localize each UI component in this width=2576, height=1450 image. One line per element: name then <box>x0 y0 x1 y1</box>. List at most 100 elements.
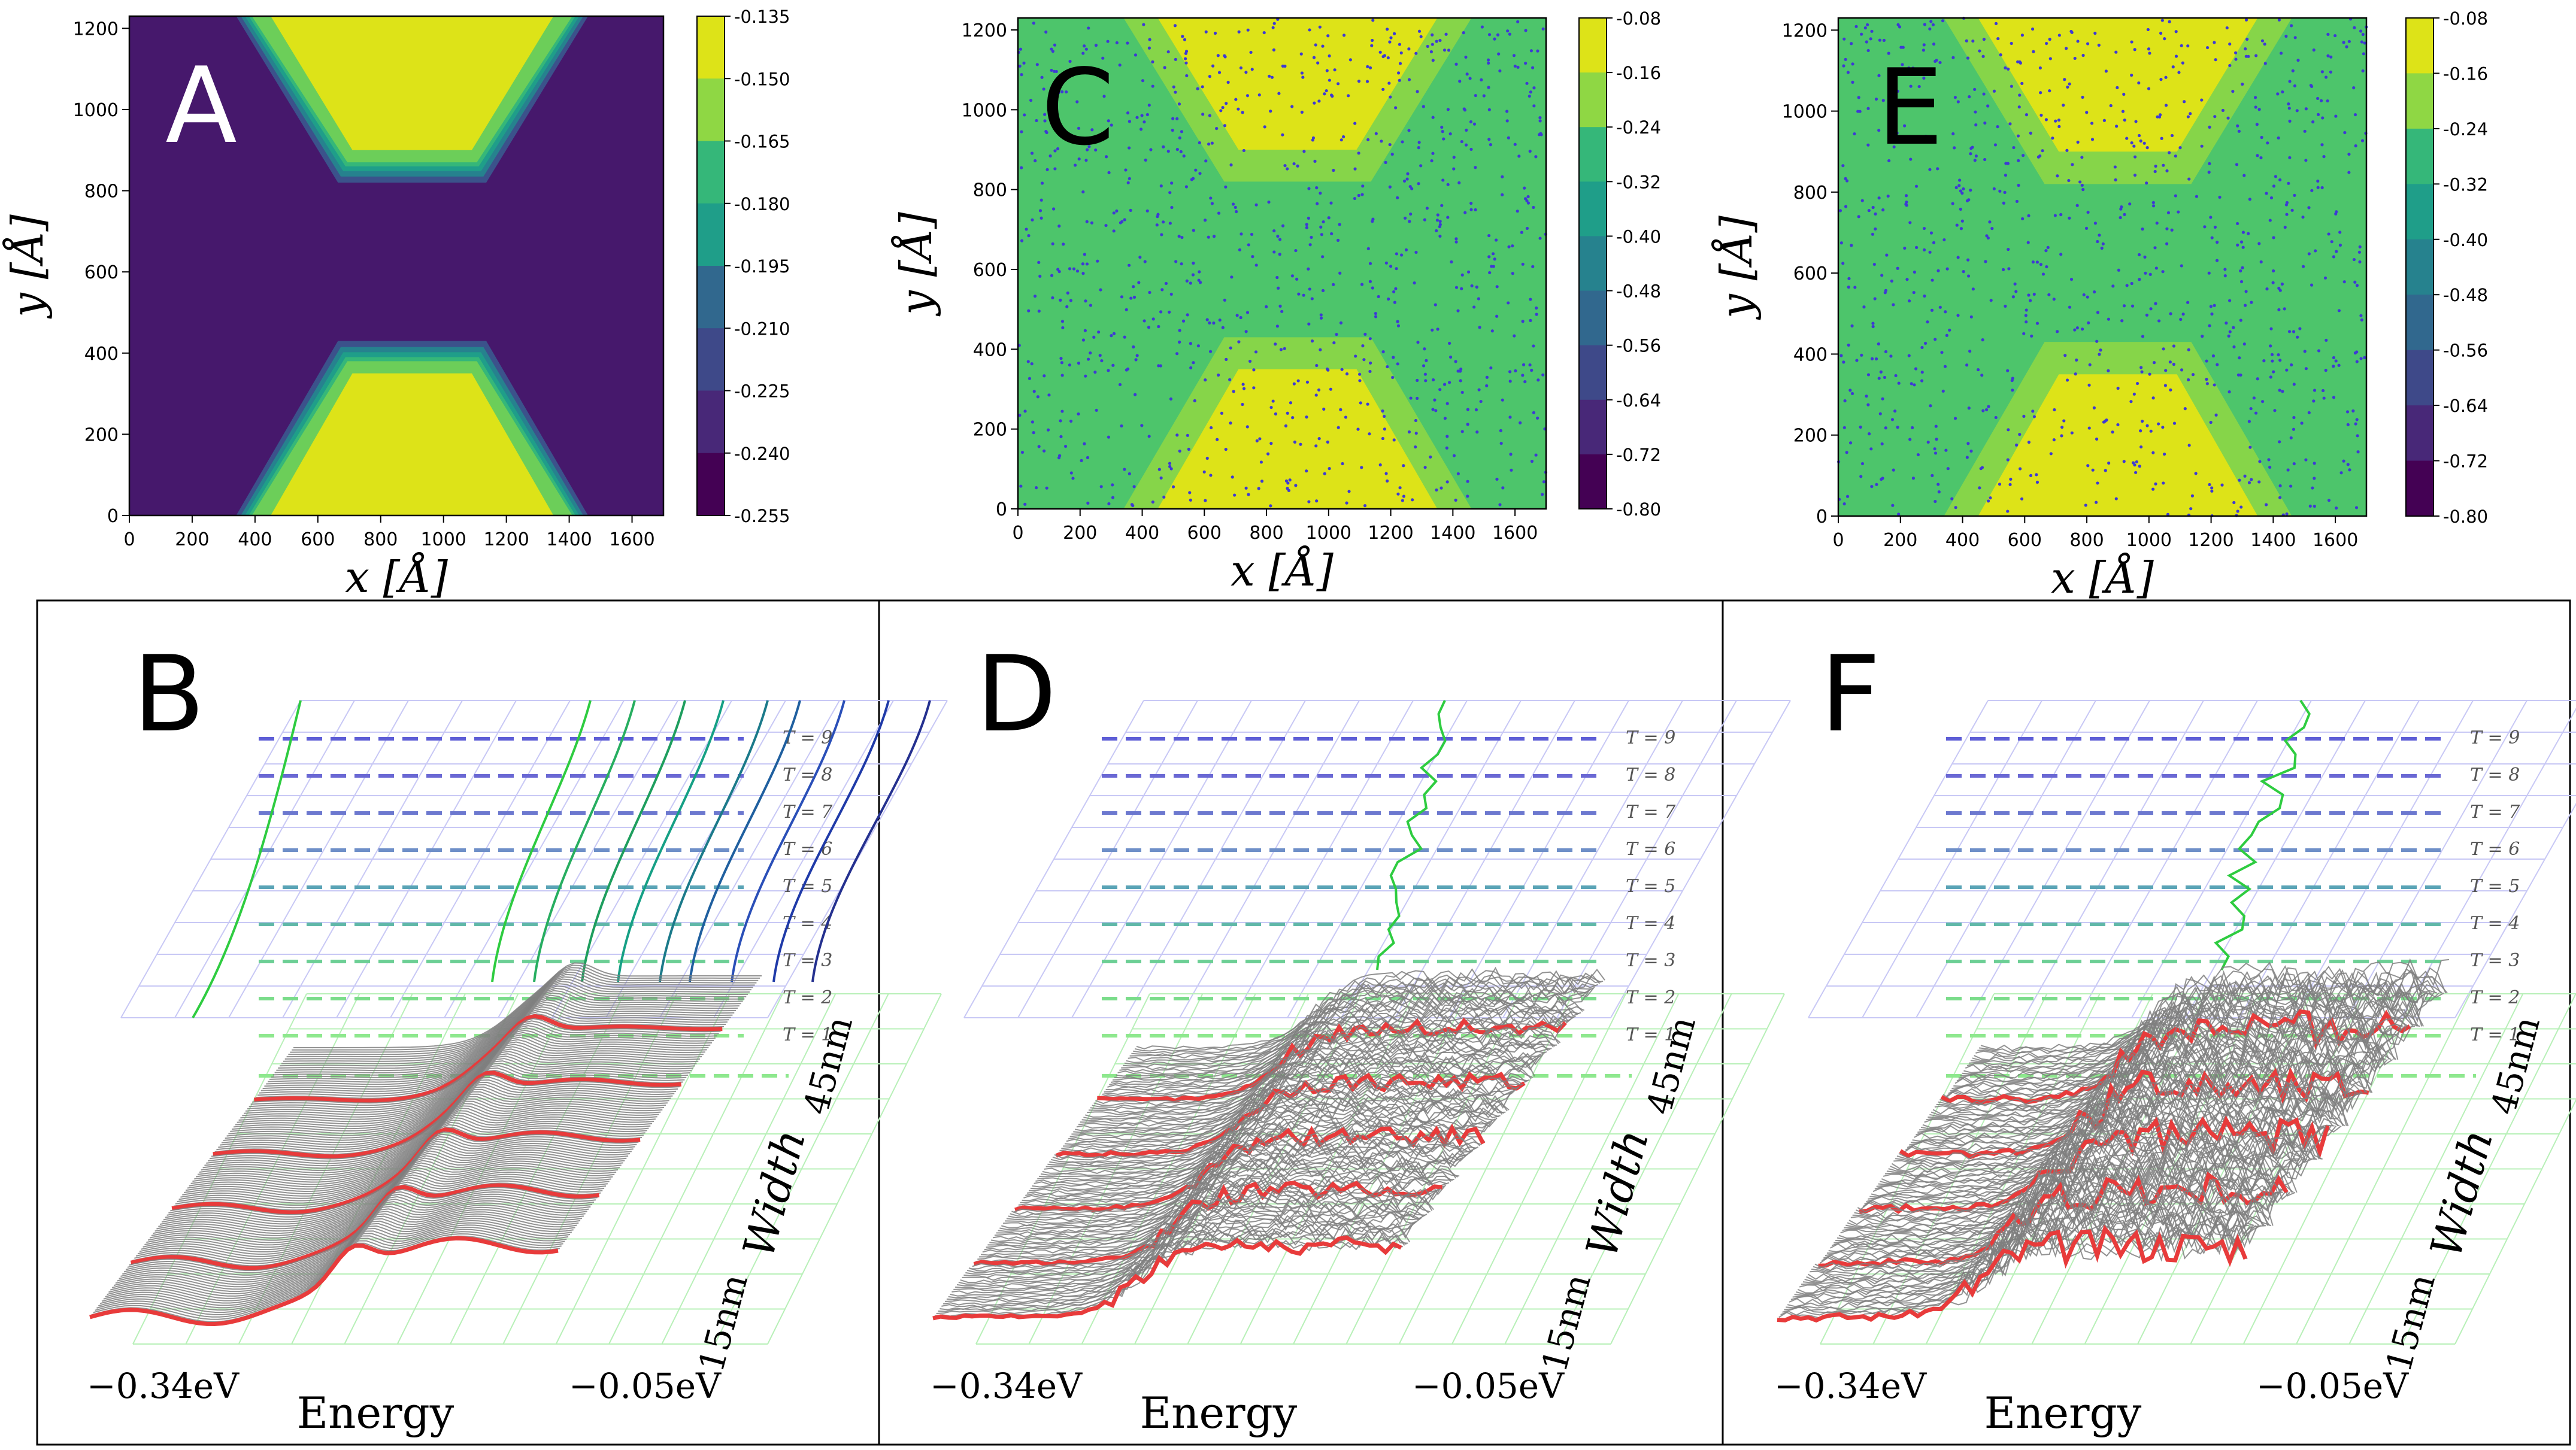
impurity-dot <box>1128 472 1131 475</box>
impurity-dot <box>1283 163 1287 168</box>
impurity-dot <box>2132 144 2136 148</box>
impurity-dot <box>2290 208 2294 212</box>
impurity-dot <box>2296 335 2299 339</box>
impurity-dot <box>1198 141 1201 145</box>
impurity-dot <box>1307 322 1311 326</box>
impurity-dot <box>1877 377 1881 380</box>
impurity-dot <box>1929 231 1933 235</box>
waterfall-curve <box>1866 1112 2335 1203</box>
x-tick-label: 1200 <box>1368 523 1413 544</box>
impurity-dot <box>1951 56 1955 59</box>
impurity-dot <box>2257 108 2261 111</box>
impurity-dot <box>1045 168 1049 171</box>
impurity-dot <box>1059 357 1063 360</box>
impurity-dot <box>1983 121 1987 125</box>
impurity-dot <box>2312 399 2316 403</box>
impurity-dot <box>2111 284 2115 288</box>
impurity-dot <box>1419 164 1423 168</box>
impurity-dot <box>1333 68 1337 72</box>
impurity-dot <box>1524 29 1528 32</box>
impurity-dot <box>1528 95 1531 98</box>
impurity-dot <box>1119 221 1122 225</box>
impurity-dot <box>2225 321 2228 325</box>
width-min-label: 15nm <box>2378 1270 2443 1376</box>
impurity-dot <box>2307 411 2311 414</box>
impurity-dot <box>2162 163 2165 167</box>
impurity-dot <box>2307 206 2311 210</box>
impurity-dot <box>1174 57 1177 61</box>
impurity-dot <box>1241 111 1244 114</box>
impurity-dot <box>1528 150 1532 153</box>
impurity-dot <box>2254 54 2258 57</box>
impurity-dot <box>2114 50 2118 54</box>
impurity-dot <box>1974 154 1978 158</box>
impurity-dot <box>2231 90 2235 93</box>
impurity-dot <box>1071 477 1075 480</box>
impurity-dot <box>1180 262 1183 266</box>
waterfall-curve <box>1087 1032 1556 1115</box>
impurity-dot <box>1291 416 1295 420</box>
x-tick-label: 800 <box>363 529 398 550</box>
impurity-dot <box>2144 271 2147 275</box>
impurity-dot <box>2208 162 2211 165</box>
impurity-dot <box>2272 370 2275 374</box>
impurity-dot <box>1033 295 1037 298</box>
impurity-dot <box>1401 499 1404 502</box>
impurity-dot <box>1244 71 1248 74</box>
impurity-dot <box>2260 135 2263 139</box>
impurity-dot <box>1204 499 1207 502</box>
impurity-dot <box>1094 44 1098 47</box>
impurity-dot <box>1903 124 1907 128</box>
impurity-dot <box>1860 32 1863 36</box>
impurity-dot <box>1057 128 1061 132</box>
impurity-dot <box>2172 421 2177 425</box>
x-axis-label: x [Å] <box>345 551 448 602</box>
impurity-dot <box>2335 250 2338 253</box>
highlight-curve <box>89 1236 559 1327</box>
impurity-dot <box>1201 113 1205 116</box>
impurity-dot <box>1513 142 1517 146</box>
impurity-dot <box>2303 350 2307 353</box>
impurity-dot <box>2130 74 2133 77</box>
impurity-dot <box>2137 81 2141 85</box>
impurity-dot <box>2292 427 2296 431</box>
t-label: T = 8 <box>1626 765 1675 785</box>
colorbar-tick-label: -0.48 <box>2443 285 2488 305</box>
impurity-dot <box>2163 37 2166 41</box>
waterfall-curve <box>1128 979 1596 1061</box>
impurity-dot <box>1269 405 1273 409</box>
impurity-dot <box>1031 218 1034 222</box>
impurity-dot <box>1383 54 1386 57</box>
impurity-dot <box>1474 93 1477 98</box>
impurity-dot <box>1402 464 1405 468</box>
impurity-dot <box>1235 210 1238 214</box>
impurity-dot <box>1966 442 1970 445</box>
impurity-dot <box>2266 141 2269 145</box>
t-label: T = 4 <box>1626 913 1675 934</box>
impurity-dot <box>1361 344 1365 348</box>
impurity-dot <box>2137 134 2141 138</box>
impurity-dot <box>1511 272 1514 275</box>
impurity-dot <box>2363 356 2366 359</box>
impurity-dot <box>2134 471 2138 474</box>
impurity-dot <box>1445 435 1449 438</box>
t-label: T = 2 <box>783 987 832 1008</box>
impurity-dot <box>1107 171 1111 174</box>
impurity-dot <box>2011 389 2014 392</box>
impurity-dot <box>2155 222 2159 225</box>
impurity-dot <box>1276 235 1280 238</box>
impurity-dot <box>1030 151 1034 155</box>
impurity-dot <box>1920 371 1924 374</box>
impurity-dot <box>2332 365 2335 368</box>
impurity-dot <box>2313 462 2316 465</box>
impurity-dot <box>2049 452 2053 456</box>
impurity-dot <box>1354 354 1357 358</box>
impurity-dot <box>1959 189 1962 193</box>
impurity-dot <box>1508 370 1512 374</box>
impurity-dot <box>1510 468 1513 472</box>
waterfall-curve <box>1003 1143 1472 1227</box>
x-tick-label: 800 <box>2069 530 2104 551</box>
impurity-dot <box>2313 477 2316 480</box>
impurity-dot <box>1125 368 1128 372</box>
y-tick-label: 400 <box>1793 344 1828 365</box>
